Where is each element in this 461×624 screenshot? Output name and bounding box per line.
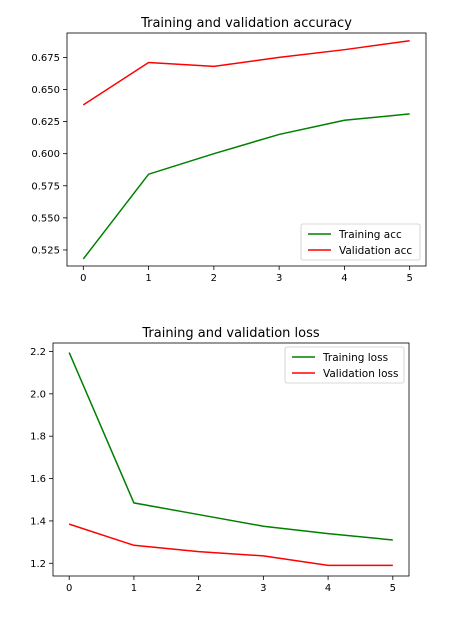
loss-y-tick-label: 1.4 (30, 516, 46, 527)
accuracy-y-tick-label: 0.575 (31, 181, 60, 192)
accuracy-x-tick-label: 1 (145, 273, 151, 284)
accuracy-x-tick-label: 3 (276, 273, 282, 284)
accuracy-y-tick-label: 0.675 (31, 53, 60, 64)
accuracy-series-1-line (82, 39, 410, 106)
accuracy-y-tick-label: 0.650 (31, 85, 60, 96)
loss-x-tick-label: 3 (260, 583, 266, 594)
loss-x-axis: 0 1 2 3 4 5 (66, 576, 396, 594)
loss-plot-area (52, 342, 410, 577)
loss-series-0-line (68, 352, 393, 541)
accuracy-y-tick-label: 0.525 (31, 245, 60, 256)
loss-x-tick-label: 4 (325, 583, 331, 594)
loss-x-tick-label: 2 (195, 583, 201, 594)
loss-legend-box (284, 346, 405, 384)
loss-x-tick-label: 1 (131, 583, 137, 594)
accuracy-x-tick-label: 0 (80, 273, 86, 284)
accuracy-chart-title: Training and validation accuracy (140, 16, 352, 31)
accuracy-legend-label: Training acc (338, 229, 402, 241)
loss-x-tick-label: 5 (390, 583, 396, 594)
loss-x-tick-label: 0 (66, 583, 72, 594)
accuracy-series-0-line (82, 113, 410, 260)
accuracy-legend-box (300, 223, 421, 261)
accuracy-x-tick-label: 2 (211, 273, 217, 284)
loss-legend-label: Validation loss (323, 368, 398, 380)
accuracy-plot-area (66, 32, 427, 267)
loss-y-tick-label: 2.2 (30, 347, 46, 358)
loss-legend-label: Training loss (322, 352, 388, 364)
accuracy-legend-label: Validation acc (339, 245, 412, 257)
loss-series-lines (68, 352, 393, 567)
loss-y-tick-label: 1.6 (30, 474, 46, 485)
accuracy-y-tick-label: 0.550 (31, 213, 60, 224)
accuracy-y-tick-label: 0.625 (31, 117, 60, 128)
accuracy-legend: Training acc Validation acc (300, 223, 421, 261)
loss-y-tick-label: 1.2 (30, 559, 46, 570)
accuracy-y-tick-label: 0.600 (31, 149, 60, 160)
loss-y-axis: 1.2 1.4 1.6 1.8 2.0 2.2 (30, 347, 53, 570)
accuracy-y-axis: 0.525 0.550 0.575 0.600 0.625 0.650 0.675 (31, 53, 67, 256)
loss-y-tick-label: 2.0 (30, 389, 46, 400)
accuracy-x-tick-label: 5 (406, 273, 412, 284)
loss-series-1-line (68, 523, 393, 567)
loss-y-tick-label: 1.8 (30, 432, 46, 443)
accuracy-series-lines (82, 39, 410, 260)
loss-chart-title: Training and validation loss (141, 326, 319, 341)
accuracy-x-tick-label: 4 (341, 273, 347, 284)
accuracy-x-axis: 0 1 2 3 4 5 (80, 266, 413, 284)
loss-legend: Training loss Validation loss (284, 346, 405, 384)
